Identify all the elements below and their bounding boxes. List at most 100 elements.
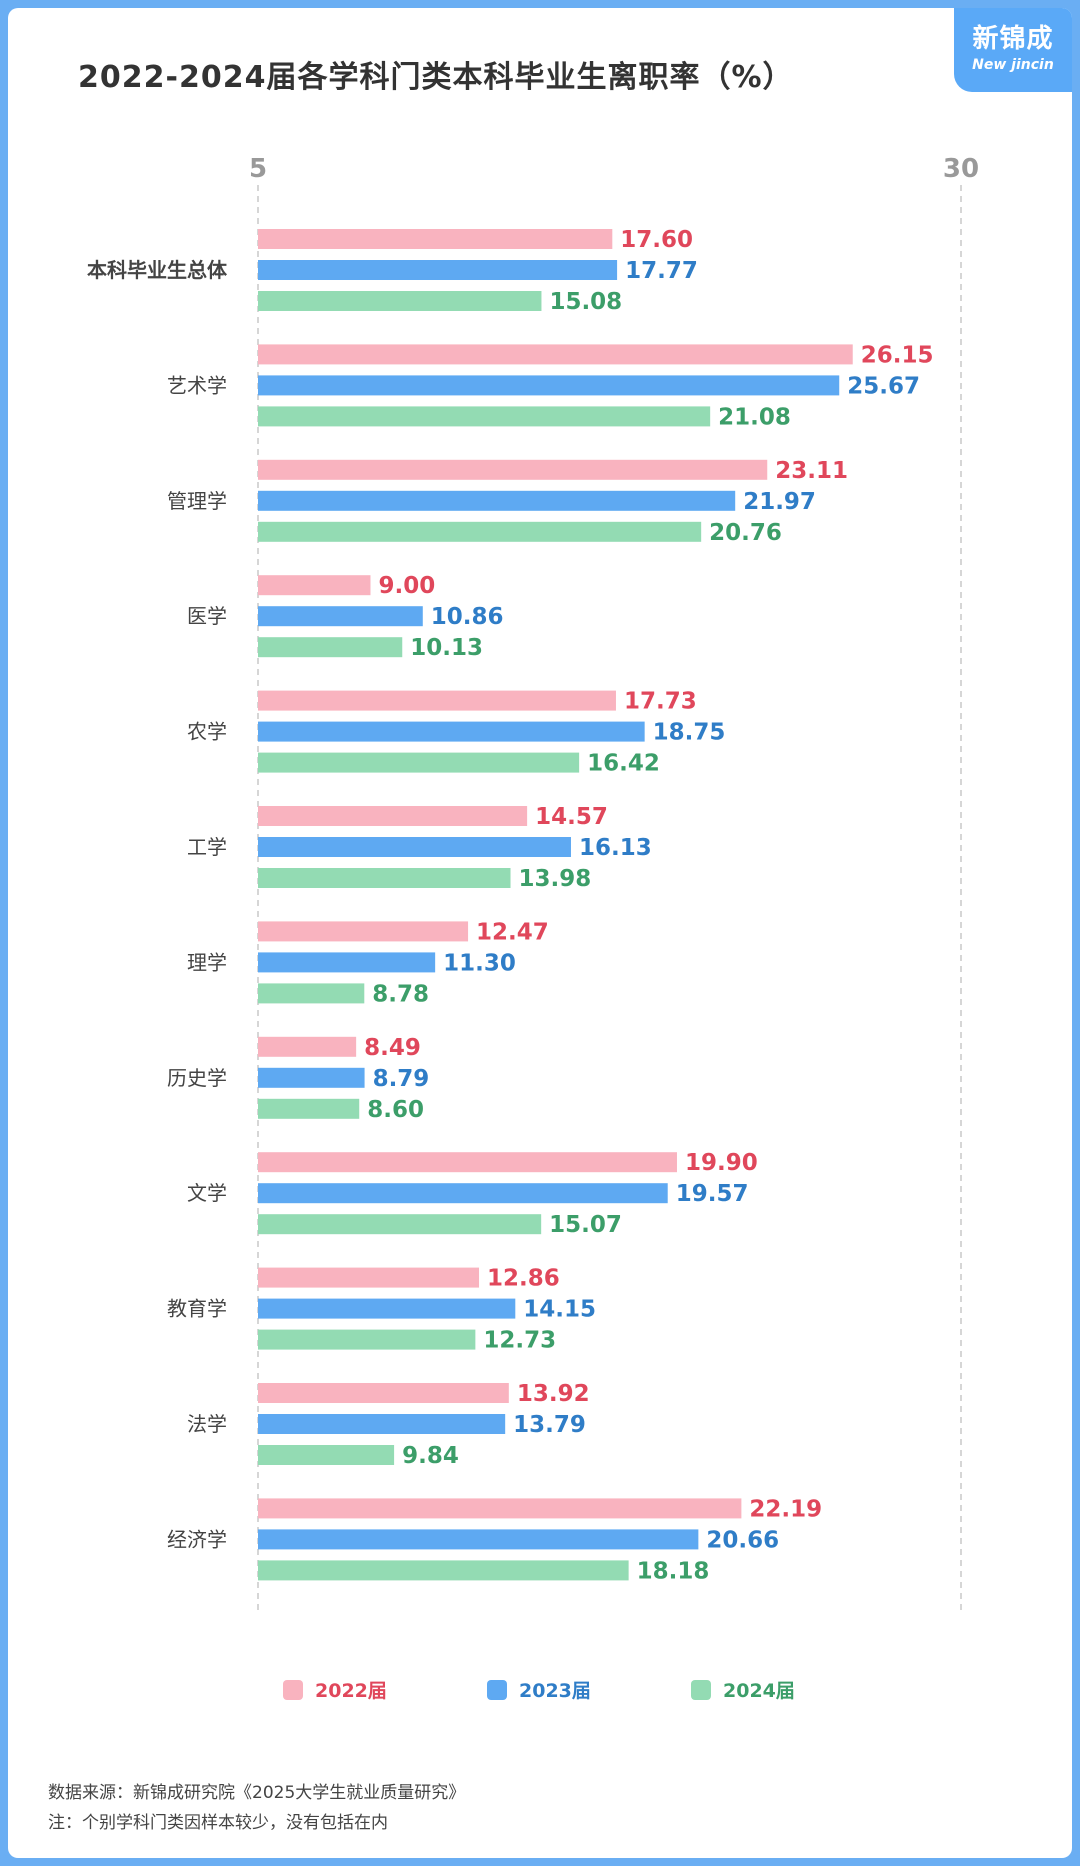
bar-2024 (258, 1098, 360, 1119)
data-label-2023: 10.86 (431, 604, 504, 630)
data-label-2022: 26.15 (861, 342, 934, 368)
x-tick-label: 5 (249, 154, 267, 184)
data-label-2023: 19.57 (676, 1181, 749, 1207)
data-label-2023: 20.66 (706, 1527, 779, 1553)
bar-2023 (258, 260, 618, 280)
category-label: 文学 (187, 1181, 227, 1205)
data-label-2024: 20.76 (709, 520, 782, 546)
bar-2024 (258, 868, 511, 888)
bar-2022 (258, 1498, 742, 1519)
brand-logo: 新锦成 New jincin (954, 8, 1072, 92)
bar-2024 (258, 752, 580, 773)
bar-2023 (258, 1183, 668, 1204)
legend-swatch-2022 (283, 1680, 303, 1700)
bar-2023 (258, 1298, 516, 1319)
bar-2024 (258, 521, 702, 542)
legend-label-2024: 2024届 (723, 1680, 795, 1702)
category-label: 本科毕业生总体 (87, 258, 228, 282)
data-label-2022: 8.49 (364, 1035, 421, 1061)
data-label-2023: 11.30 (443, 950, 516, 976)
bar-2022 (258, 344, 853, 365)
data-label-2024: 21.08 (718, 404, 791, 430)
data-label-2022: 12.47 (476, 919, 549, 945)
data-label-2023: 21.97 (743, 489, 816, 515)
bar-2024 (258, 1329, 476, 1350)
bar-2022 (258, 690, 616, 711)
legend-label-2022: 2022届 (315, 1680, 387, 1702)
bar-2022 (258, 459, 768, 480)
bar-2023 (258, 721, 645, 742)
bar-2024 (258, 291, 542, 311)
data-label-2022: 14.57 (535, 804, 608, 830)
data-source-note: 数据来源：新锦成研究院《2025大学生就业质量研究》 (48, 1783, 466, 1803)
logo-en: New jincin (972, 57, 1054, 73)
logo-cn: 新锦成 (972, 24, 1054, 54)
bar-2024 (258, 1560, 629, 1581)
bar-2022 (258, 229, 613, 249)
legend-swatch-2024 (691, 1680, 711, 1700)
category-label: 法学 (187, 1412, 227, 1436)
category-label: 医学 (187, 604, 227, 628)
data-label-2022: 17.73 (624, 689, 697, 715)
data-label-2022: 9.00 (378, 573, 435, 599)
data-label-2024: 16.42 (587, 751, 660, 777)
data-label-2024: 13.98 (519, 866, 592, 892)
bar-2023 (258, 952, 436, 973)
data-label-2022: 23.11 (775, 458, 848, 484)
data-label-2024: 12.73 (483, 1328, 556, 1354)
bar-2023 (258, 606, 423, 627)
category-label: 农学 (187, 720, 227, 744)
bar-2022 (258, 921, 469, 942)
category-label: 经济学 (167, 1527, 227, 1551)
data-label-2022: 12.86 (487, 1266, 560, 1292)
bar-2023 (258, 1067, 365, 1088)
data-label-2024: 18.18 (637, 1558, 710, 1584)
bar-2022 (258, 1152, 677, 1173)
chart-title: 2022-2024届各学科门类本科毕业生离职率（%） (78, 60, 794, 95)
bar-2023 (258, 490, 736, 511)
data-label-2024: 9.84 (402, 1443, 459, 1469)
infographic-card: 2022-2024届各学科门类本科毕业生离职率（%） 新锦成 New jinci… (8, 8, 1072, 1858)
bar-2023 (258, 1414, 506, 1434)
data-label-2024: 8.78 (372, 981, 429, 1007)
category-label: 历史学 (167, 1066, 227, 1090)
data-label-2024: 15.07 (549, 1212, 622, 1238)
bar-2024 (258, 1445, 395, 1465)
data-label-2024: 8.60 (367, 1097, 424, 1123)
bar-2022 (258, 1267, 480, 1288)
category-label: 教育学 (167, 1297, 227, 1321)
footer: 数据来源：新锦成研究院《2025大学生就业质量研究》 注：个别学科门类因样本较少… (48, 1778, 465, 1838)
data-label-2022: 13.92 (517, 1381, 590, 1407)
legend-swatch-2023 (487, 1680, 507, 1700)
bar-2022 (258, 1036, 357, 1057)
category-label: 工学 (187, 835, 227, 859)
data-label-2022: 19.90 (685, 1150, 758, 1176)
category-label: 理学 (187, 950, 227, 974)
data-label-2023: 25.67 (847, 373, 920, 399)
x-tick-label: 30 (943, 154, 979, 184)
data-label-2023: 18.75 (653, 720, 726, 746)
bar-2022 (258, 806, 528, 826)
bar-2023 (258, 375, 840, 396)
bar-2024 (258, 1214, 542, 1235)
data-label-2023: 16.13 (579, 835, 652, 861)
data-label-2024: 10.13 (410, 635, 483, 661)
data-label-2023: 17.77 (625, 258, 698, 284)
sample-note: 注：个别学科门类因样本较少，没有包括在内 (48, 1813, 388, 1833)
data-label-2024: 15.08 (549, 289, 622, 315)
bar-2024 (258, 406, 711, 427)
bar-2024 (258, 637, 403, 658)
bar-2022 (258, 575, 371, 596)
bar-2023 (258, 837, 571, 857)
category-label: 管理学 (167, 489, 227, 513)
bar-2023 (258, 1529, 699, 1550)
data-label-2022: 17.60 (620, 227, 693, 253)
data-label-2022: 22.19 (749, 1496, 822, 1522)
data-label-2023: 8.79 (373, 1066, 430, 1092)
data-label-2023: 14.15 (523, 1297, 596, 1323)
bar-2024 (258, 983, 365, 1004)
legend-label-2023: 2023届 (519, 1680, 591, 1702)
data-label-2023: 13.79 (513, 1412, 586, 1438)
bar-2022 (258, 1383, 509, 1403)
